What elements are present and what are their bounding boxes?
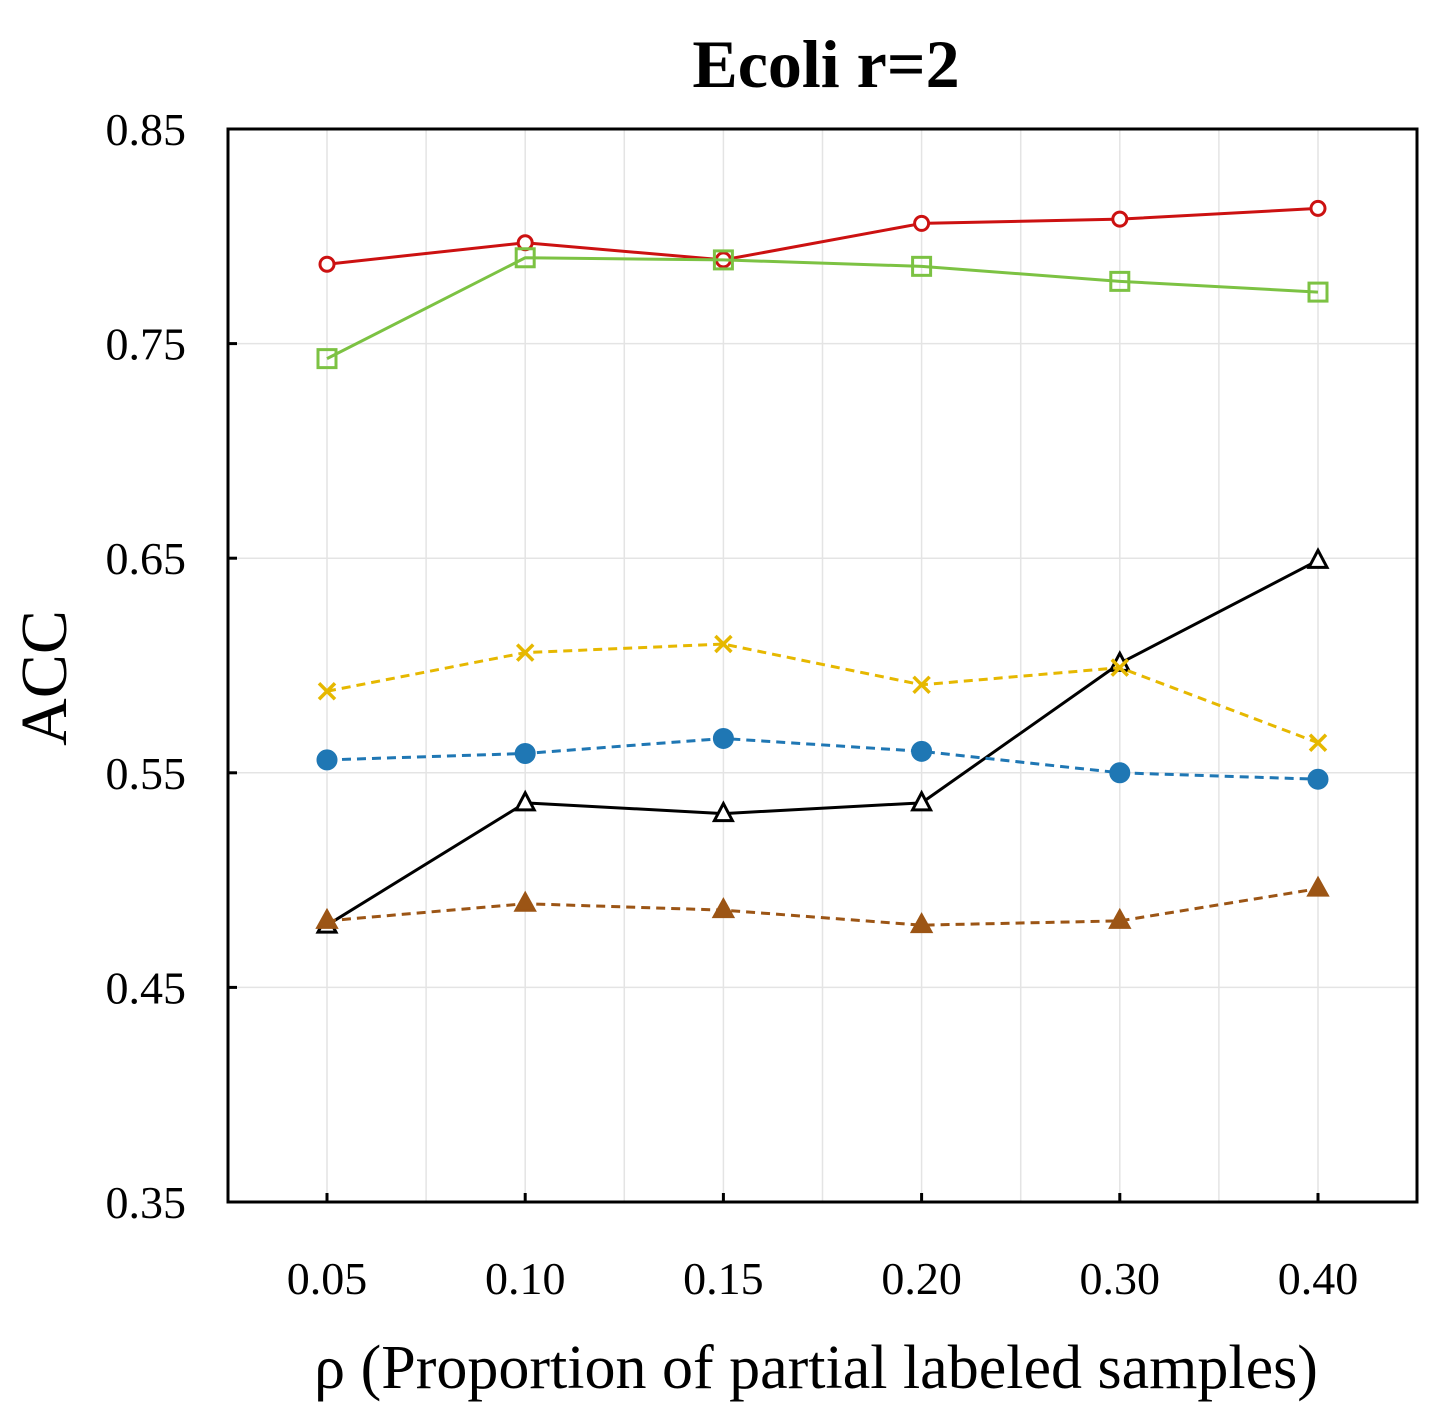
y-tick-label: 0.55: [106, 748, 187, 799]
x-tick-label: 0.05: [287, 1253, 368, 1304]
data-point: [1111, 210, 1129, 228]
data-point: [909, 912, 934, 934]
data-point: [711, 800, 735, 823]
y-tick-label: 0.85: [106, 104, 187, 155]
x-tick-label: 0.30: [1080, 1253, 1161, 1304]
series-line: [326, 642, 1319, 745]
y-tick-label: 0.45: [106, 962, 187, 1013]
series-line: [326, 559, 1319, 927]
y-tick-label: 0.35: [106, 1177, 187, 1228]
data-point: [513, 890, 537, 912]
series-1: [318, 199, 1327, 273]
data-point: [515, 643, 535, 662]
data-point: [513, 789, 537, 812]
data-point: [1306, 875, 1330, 897]
data-point: [911, 255, 933, 277]
x-tick-label: 0.40: [1278, 1253, 1359, 1304]
data-point: [711, 897, 736, 919]
data-point: [1309, 199, 1327, 217]
series-6: [315, 875, 1330, 934]
y-tick-label: 0.75: [106, 319, 187, 370]
data-point: [912, 675, 931, 695]
data-point: [1307, 768, 1329, 790]
series-2: [316, 247, 1329, 370]
data-point: [1110, 658, 1130, 677]
data-point: [317, 682, 337, 701]
data-point: [911, 740, 933, 762]
x-tick-label: 0.15: [683, 1253, 764, 1304]
data-point: [712, 249, 734, 271]
data-point: [514, 742, 536, 764]
series-4: [317, 634, 1328, 752]
data-point: [712, 727, 734, 749]
data-point: [1108, 907, 1132, 929]
series-line: [326, 736, 1319, 781]
series-line: [326, 887, 1319, 927]
data-point: [913, 214, 931, 232]
data-point: [315, 907, 339, 929]
x-tick-label: 0.10: [485, 1253, 566, 1304]
data-point: [514, 247, 536, 269]
series-line: [326, 256, 1319, 360]
y-axis-label: ACC: [8, 610, 81, 746]
series-group: [315, 199, 1330, 934]
data-point: [318, 255, 336, 273]
data-point: [1308, 733, 1328, 752]
data-point: [1109, 270, 1131, 292]
data-point: [316, 749, 338, 771]
data-point: [714, 634, 733, 654]
data-point: [910, 789, 934, 812]
plot-frame: [226, 127, 1419, 1204]
x-tick-label: 0.20: [881, 1253, 962, 1304]
x-axis: 0.05 0.10 0.15 0.20 0.30 0.40: [287, 1193, 1359, 1304]
series-5: [316, 727, 1329, 790]
series-line: [326, 206, 1319, 266]
x-axis-label: ρ (Proportion of partial labeled samples…: [314, 1334, 1318, 1402]
y-axis: 0.35 0.45 0.55 0.65 0.75 0.85: [106, 104, 237, 1228]
data-point: [1109, 762, 1131, 784]
data-point: [1307, 281, 1329, 303]
data-point: [1306, 547, 1330, 569]
chart-title: Ecoli r=2: [692, 26, 959, 102]
y-tick-label: 0.65: [106, 533, 187, 584]
data-point: [316, 348, 338, 370]
